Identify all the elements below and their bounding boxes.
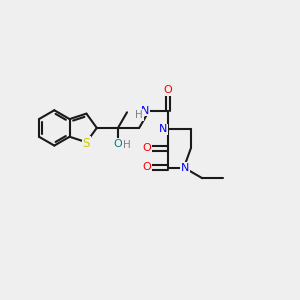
Text: O: O: [142, 143, 151, 153]
Text: O: O: [164, 85, 172, 95]
Text: H: H: [123, 140, 131, 150]
Text: S: S: [83, 137, 90, 150]
Text: N: N: [159, 124, 168, 134]
Text: N: N: [181, 163, 190, 173]
Text: O: O: [142, 162, 151, 172]
Text: H: H: [135, 110, 143, 120]
Text: O: O: [113, 139, 122, 149]
Text: N: N: [141, 106, 149, 116]
